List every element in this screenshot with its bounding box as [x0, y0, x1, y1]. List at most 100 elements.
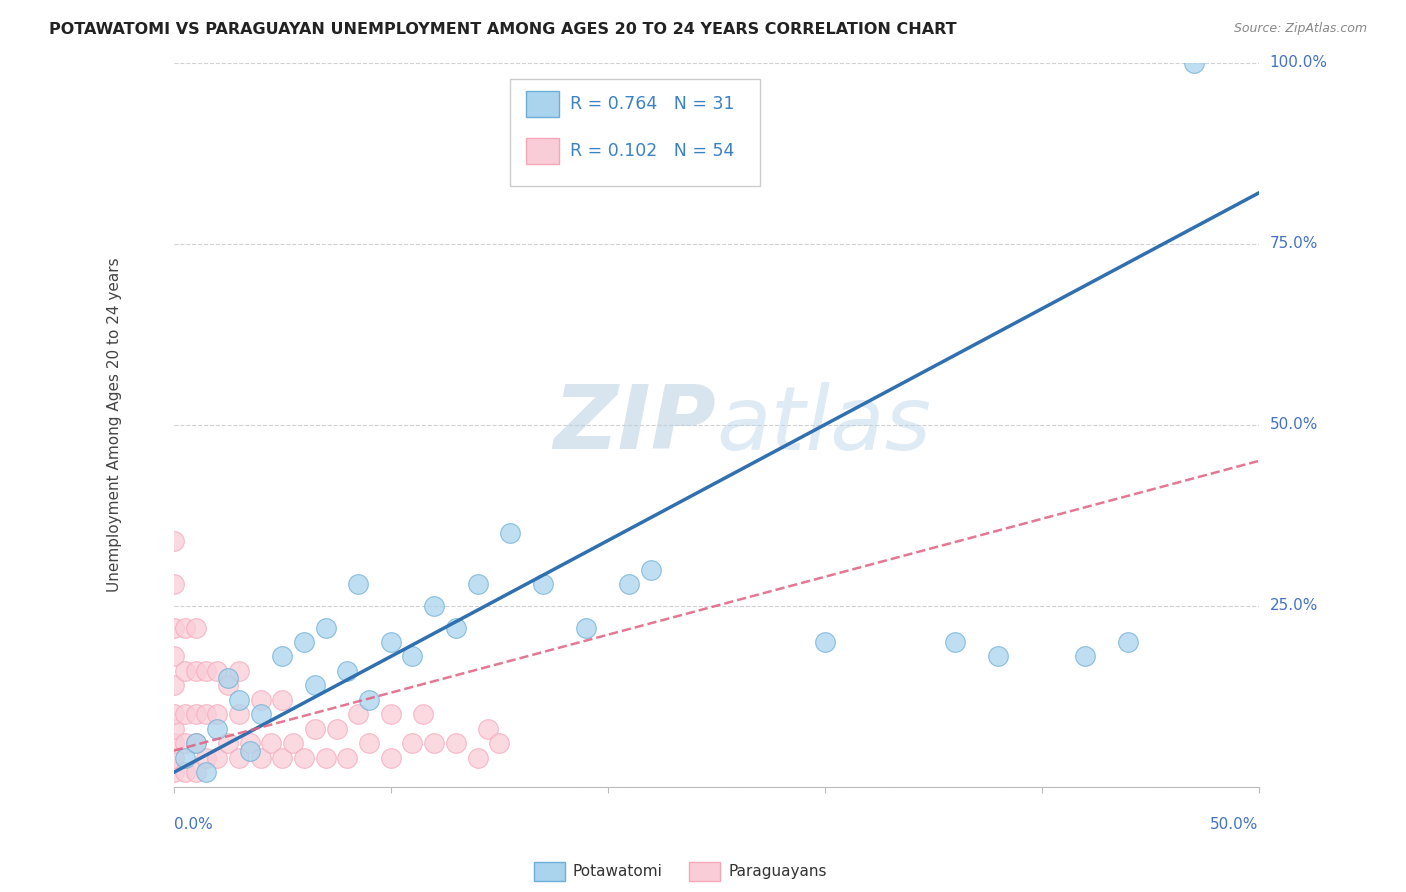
Point	[380, 635, 402, 649]
Point	[347, 577, 370, 591]
Point	[271, 751, 294, 765]
Point	[163, 649, 186, 664]
Point	[228, 664, 250, 678]
Point	[195, 751, 218, 765]
Text: Source: ZipAtlas.com: Source: ZipAtlas.com	[1233, 22, 1367, 36]
Text: R = 0.102   N = 54: R = 0.102 N = 54	[569, 142, 734, 160]
Point	[249, 751, 271, 765]
Point	[217, 671, 239, 685]
Point	[163, 678, 186, 692]
Point	[347, 707, 370, 722]
Point	[163, 577, 186, 591]
Point	[205, 722, 228, 736]
Point	[163, 751, 186, 765]
Point	[173, 620, 195, 634]
Text: 50.0%: 50.0%	[1270, 417, 1317, 433]
Point	[184, 620, 207, 634]
Point	[292, 635, 315, 649]
Point	[531, 577, 554, 591]
Point	[987, 649, 1010, 664]
Point	[228, 751, 250, 765]
Point	[217, 736, 239, 750]
Text: ZIP: ZIP	[554, 381, 716, 468]
Point	[292, 751, 315, 765]
Text: atlas: atlas	[716, 382, 931, 467]
FancyBboxPatch shape	[526, 91, 560, 117]
Point	[412, 707, 434, 722]
Point	[239, 744, 262, 758]
Point	[249, 693, 271, 707]
Text: POTAWATOMI VS PARAGUAYAN UNEMPLOYMENT AMONG AGES 20 TO 24 YEARS CORRELATION CHAR: POTAWATOMI VS PARAGUAYAN UNEMPLOYMENT AM…	[49, 22, 957, 37]
Point	[195, 664, 218, 678]
Point	[271, 693, 294, 707]
Point	[249, 707, 271, 722]
FancyBboxPatch shape	[526, 138, 560, 164]
Text: 100.0%: 100.0%	[1270, 55, 1327, 70]
Point	[228, 693, 250, 707]
Point	[304, 722, 326, 736]
Point	[163, 707, 186, 722]
Point	[336, 751, 359, 765]
Point	[260, 736, 283, 750]
Point	[359, 736, 381, 750]
Point	[814, 635, 837, 649]
Point	[173, 664, 195, 678]
Point	[173, 765, 195, 780]
Point	[467, 751, 489, 765]
Point	[184, 707, 207, 722]
Point	[380, 751, 402, 765]
Point	[228, 707, 250, 722]
Point	[315, 620, 337, 634]
Point	[401, 649, 423, 664]
Point	[173, 707, 195, 722]
Point	[423, 599, 446, 613]
Point	[477, 722, 499, 736]
Point	[195, 707, 218, 722]
Point	[163, 765, 186, 780]
Point	[205, 707, 228, 722]
Point	[239, 736, 262, 750]
Text: 25.0%: 25.0%	[1270, 599, 1317, 614]
Point	[184, 736, 207, 750]
Text: 75.0%: 75.0%	[1270, 236, 1317, 252]
Point	[281, 736, 304, 750]
Point	[184, 765, 207, 780]
Point	[184, 664, 207, 678]
Point	[163, 722, 186, 736]
Point	[271, 649, 294, 664]
Point	[423, 736, 446, 750]
Point	[1182, 55, 1205, 70]
Point	[163, 533, 186, 548]
Point	[1118, 635, 1140, 649]
Point	[359, 693, 381, 707]
Point	[173, 736, 195, 750]
Point	[619, 577, 641, 591]
Point	[444, 620, 467, 634]
Text: Paraguayans: Paraguayans	[728, 864, 827, 879]
Point	[205, 664, 228, 678]
Point	[325, 722, 347, 736]
Point	[575, 620, 598, 634]
Text: 0.0%: 0.0%	[174, 817, 212, 832]
FancyBboxPatch shape	[510, 78, 759, 186]
Text: R = 0.764   N = 31: R = 0.764 N = 31	[569, 95, 734, 113]
Point	[467, 577, 489, 591]
Text: Unemployment Among Ages 20 to 24 years: Unemployment Among Ages 20 to 24 years	[107, 258, 122, 592]
Point	[184, 736, 207, 750]
Point	[163, 620, 186, 634]
Point	[217, 678, 239, 692]
Point	[380, 707, 402, 722]
Point	[444, 736, 467, 750]
Point	[336, 664, 359, 678]
Point	[315, 751, 337, 765]
Text: Potawatomi: Potawatomi	[572, 864, 662, 879]
Point	[163, 736, 186, 750]
Point	[640, 563, 662, 577]
Point	[488, 736, 510, 750]
Point	[205, 751, 228, 765]
Point	[943, 635, 966, 649]
Point	[304, 678, 326, 692]
Point	[499, 526, 522, 541]
Text: 50.0%: 50.0%	[1211, 817, 1258, 832]
Point	[1074, 649, 1097, 664]
